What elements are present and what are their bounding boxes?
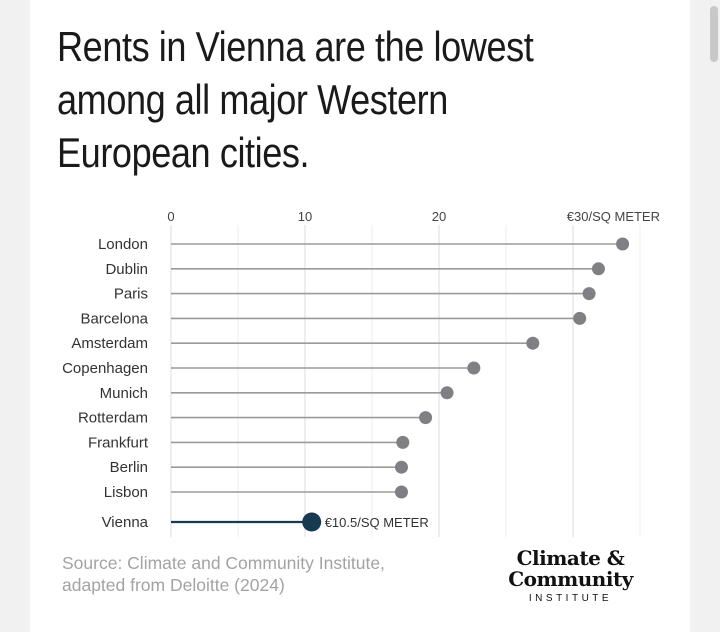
- x-tick-label: 20: [432, 209, 446, 224]
- category-label: Barcelona: [80, 310, 148, 327]
- x-axis-ticks: 0 10 20 €30/SQ METER: [167, 209, 660, 224]
- dot-berlin: [394, 460, 408, 474]
- dot-frankfurt: [396, 435, 410, 449]
- dot-vienna: [302, 512, 322, 532]
- dot-paris: [582, 287, 596, 301]
- lollipop-stems: [171, 243, 623, 524]
- dot-copenhagen: [467, 361, 481, 375]
- x-tick-label: €30/SQ METER: [567, 209, 660, 224]
- category-labels: London Dublin Paris Barcelona Amsterdam Copen…: [62, 236, 149, 531]
- category-label: Copenhagen: [62, 360, 148, 377]
- category-label: Munich: [100, 385, 148, 402]
- dot-barcelona: [573, 311, 587, 325]
- category-label: Frankfurt: [88, 434, 149, 451]
- dot-lisbon: [394, 485, 408, 499]
- lollipop-dots: [302, 237, 630, 532]
- category-label: Vienna: [102, 514, 149, 531]
- category-label: Rotterdam: [78, 410, 148, 427]
- logo-line-2: Community: [508, 567, 633, 591]
- source-line-2: adapted from Deloitte (2024): [62, 575, 285, 595]
- scrollbar-thumb[interactable]: [710, 6, 718, 62]
- category-label: Dublin: [105, 261, 148, 278]
- dot-dublin: [591, 262, 605, 276]
- x-tick-label: 0: [167, 209, 174, 224]
- dot-amsterdam: [526, 336, 540, 350]
- category-label: Paris: [114, 286, 148, 303]
- value-labels: €10.5/SQ METER: [325, 515, 429, 530]
- chart-title: Rents in Vienna are the lowest among all…: [57, 23, 534, 176]
- lollipop-chart: 0 10 20 €30/SQ METER London Dublin Paris Barce…: [62, 209, 660, 537]
- source-note: Source: Climate and Community Institute,…: [62, 552, 482, 596]
- dot-rotterdam: [419, 411, 433, 425]
- dot-munich: [440, 386, 454, 400]
- category-label: Berlin: [110, 459, 148, 476]
- scrollbar[interactable]: [708, 0, 720, 632]
- logo-line-1: Climate &: [516, 546, 625, 570]
- source-line-1: Source: Climate and Community Institute,: [62, 553, 385, 573]
- category-label: Amsterdam: [71, 335, 148, 352]
- category-label: Lisbon: [104, 484, 148, 501]
- category-label: London: [98, 236, 148, 253]
- logo-line-3: INSTITUTE: [528, 593, 613, 604]
- institute-logo: Climate & Community INSTITUTE: [503, 546, 638, 605]
- grid-lines: [170, 225, 641, 537]
- dot-london: [616, 237, 630, 251]
- highlight-value-label: €10.5/SQ METER: [325, 515, 429, 530]
- x-tick-label: 10: [298, 209, 312, 224]
